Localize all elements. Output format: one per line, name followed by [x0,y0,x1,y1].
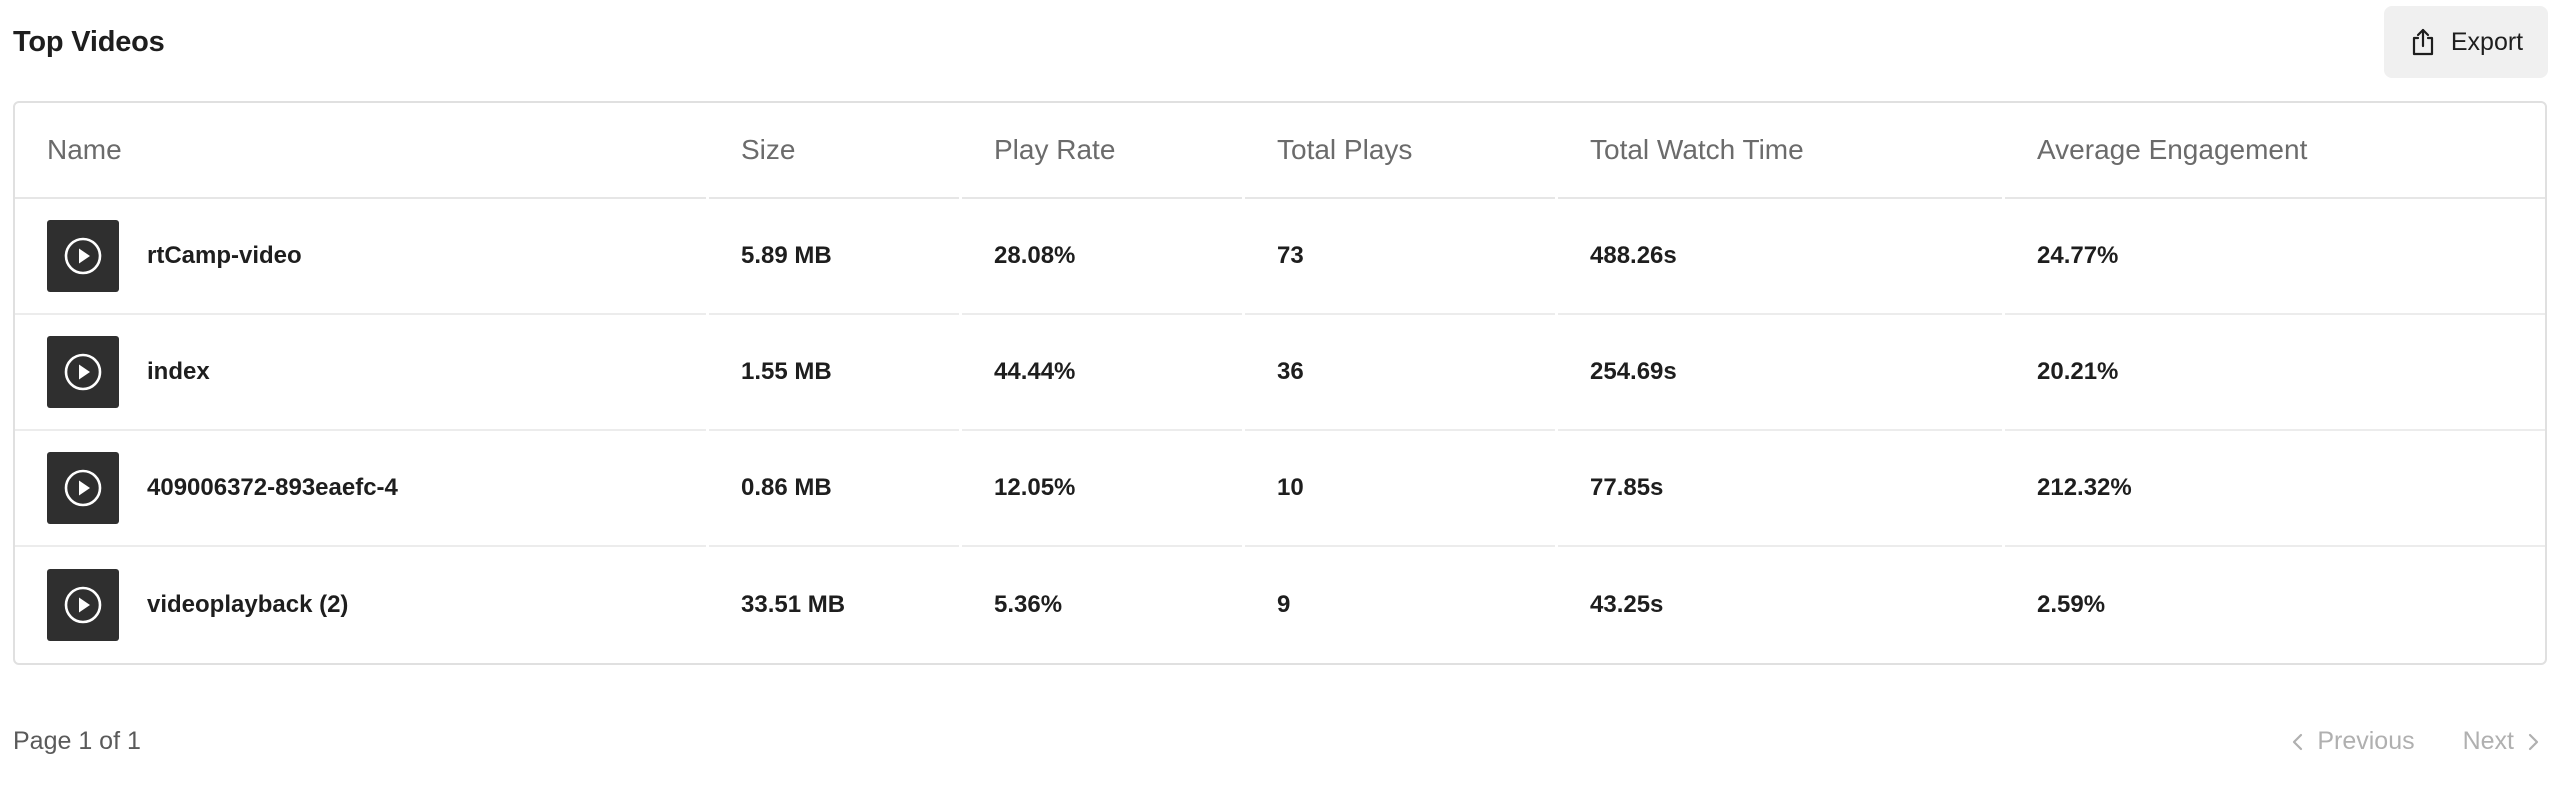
video-play-rate: 12.05% [962,431,1245,547]
video-engagement: 24.77% [2005,199,2545,315]
video-name-cell: 409006372-893eaefc-4 [15,431,709,547]
video-engagement: 2.59% [2005,547,2545,663]
video-size: 1.55 MB [709,315,962,431]
column-header-size: Size [709,103,962,199]
video-total-plays: 9 [1245,547,1558,663]
video-engagement: 20.21% [2005,315,2545,431]
video-name: videoplayback (2) [147,591,349,618]
table-row[interactable]: videoplayback (2) 33.51 MB 5.36% 9 43.25… [15,547,2545,663]
video-name-cell: rtCamp-video [15,199,709,315]
play-circle-icon [64,353,102,391]
table-row[interactable]: rtCamp-video 5.89 MB 28.08% 73 488.26s 2… [15,199,2545,315]
play-circle-icon [64,237,102,275]
previous-button-label: Previous [2317,727,2415,755]
video-watch-time: 43.25s [1558,547,2005,663]
video-watch-time: 77.85s [1558,431,2005,547]
next-button-label: Next [2462,727,2514,755]
video-name: index [147,358,210,385]
page-title: Top Videos [13,26,165,58]
chevron-right-icon [2528,733,2539,750]
table-row[interactable]: 409006372-893eaefc-4 0.86 MB 12.05% 10 7… [15,431,2545,547]
previous-button[interactable]: Previous [2291,727,2415,756]
column-header-average-engagement: Average Engagement [2005,103,2545,199]
video-watch-time: 488.26s [1558,199,2005,315]
video-thumbnail[interactable] [47,569,119,641]
video-thumbnail[interactable] [47,220,119,292]
video-name: 409006372-893eaefc-4 [147,474,398,501]
page-indicator: Page 1 of 1 [13,727,141,755]
page-header: Top Videos Export [13,0,2548,86]
video-total-plays: 10 [1245,431,1558,547]
chevron-left-icon [2293,733,2303,750]
export-upload-icon [2412,28,2433,56]
column-header-total-plays: Total Plays [1245,103,1558,199]
video-play-rate: 28.08% [962,199,1245,315]
video-total-plays: 73 [1245,199,1558,315]
play-circle-icon [64,469,102,507]
export-button-label: Export [2450,27,2524,56]
play-circle-icon [64,586,102,624]
table-header-row: Name Size Play Rate Total Plays Total Wa… [15,103,2545,199]
video-watch-time: 254.69s [1558,315,2005,431]
top-videos-table: Name Size Play Rate Total Plays Total Wa… [13,101,2547,665]
pagination-controls: Previous Next [2291,727,2540,756]
export-button[interactable]: Export [2384,6,2548,78]
video-play-rate: 44.44% [962,315,1245,431]
video-engagement: 212.32% [2005,431,2545,547]
video-name: rtCamp-video [147,242,302,269]
column-header-total-watch-time: Total Watch Time [1558,103,2005,199]
table-row[interactable]: index 1.55 MB 44.44% 36 254.69s 20.21% [15,315,2545,431]
column-header-name: Name [15,103,709,199]
video-size: 33.51 MB [709,547,962,663]
video-thumbnail[interactable] [47,336,119,408]
video-size: 5.89 MB [709,199,962,315]
column-header-play-rate: Play Rate [962,103,1245,199]
next-button[interactable]: Next [2463,727,2540,756]
video-name-cell: videoplayback (2) [15,547,709,663]
video-play-rate: 5.36% [962,547,1245,663]
video-size: 0.86 MB [709,431,962,547]
video-thumbnail[interactable] [47,452,119,524]
video-name-cell: index [15,315,709,431]
video-total-plays: 36 [1245,315,1558,431]
